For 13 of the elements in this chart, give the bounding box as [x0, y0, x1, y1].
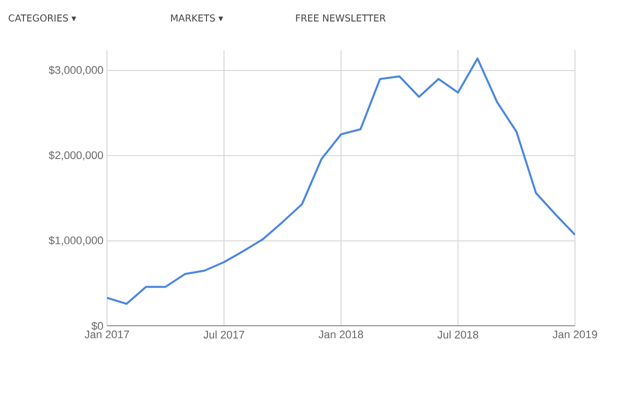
x-tick-label: Jul 2018: [437, 330, 478, 339]
y-tick-label: $3,000,000: [48, 66, 104, 76]
line-series: [107, 58, 576, 305]
x-tick-label: Jan 2018: [318, 330, 364, 338]
x-tick-label: Jul 2017: [203, 330, 244, 339]
text: FREE NEWSLETTER: [296, 14, 386, 22]
x-tick-label: Jan 2017: [84, 330, 129, 338]
y-tick-label: $0: [91, 322, 104, 330]
y-tick-label: $1,000,000: [48, 236, 104, 246]
text: CATEGORIES ▾: [8, 14, 76, 22]
y-tick-label: $2,000,000: [48, 150, 104, 160]
x-tick-label: Jan 2019: [552, 330, 598, 338]
text: MARKETS ▾: [171, 14, 224, 22]
